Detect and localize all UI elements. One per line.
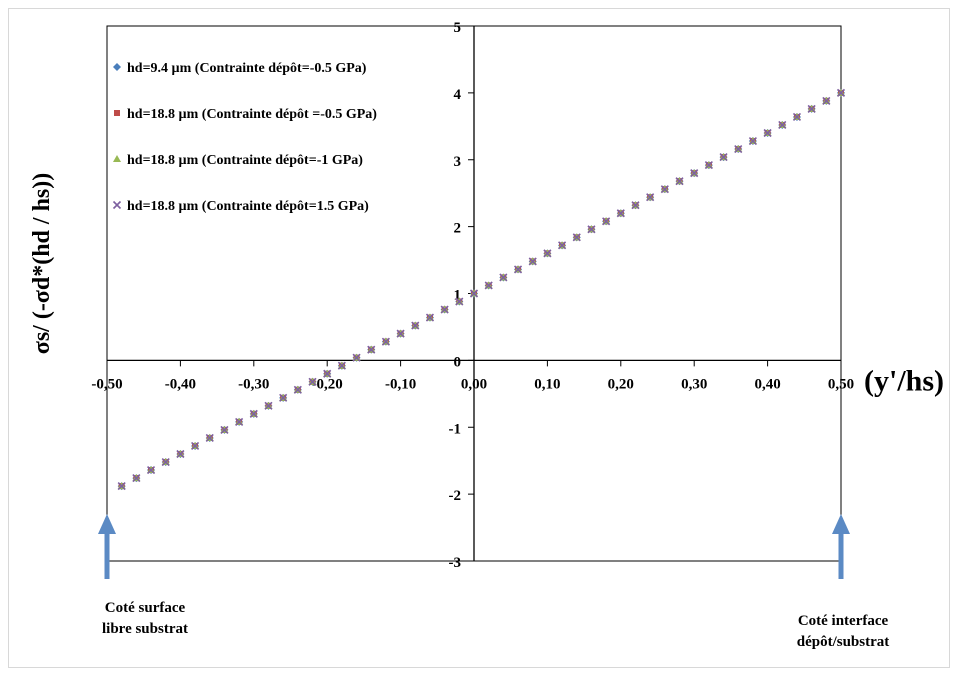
data-point xyxy=(543,249,552,258)
data-point xyxy=(381,337,390,346)
data-point xyxy=(264,401,273,410)
legend: hd=9.4 µm (Contrainte dépôt=-0.5 GPa) hd=… xyxy=(112,61,377,214)
annotation-text: Coté interface xyxy=(798,613,889,629)
data-point xyxy=(469,289,479,298)
data-point xyxy=(660,185,669,194)
data-point xyxy=(337,361,346,370)
data-point xyxy=(558,241,567,250)
y-tick-label: -2 xyxy=(449,488,462,504)
x-tick-labels: -0,50 -0,40 -0,30 -0,20 -0,10 0,00 0,10 0,20 0,3… xyxy=(91,376,854,392)
y-tick-labels: -3 -2 -1 0 1 2 3 4 5 xyxy=(449,20,462,571)
x-axis-title: (y'/hs) xyxy=(864,364,944,397)
data-point xyxy=(763,128,772,138)
data-point xyxy=(235,417,244,426)
arrow-head xyxy=(832,514,850,534)
x-tick-label: -0,20 xyxy=(312,376,343,392)
data-point xyxy=(323,369,332,378)
legend-marker xyxy=(112,200,122,210)
y-tick-label: 0 xyxy=(454,354,462,370)
x-tick-label: 0,40 xyxy=(754,376,780,392)
data-point xyxy=(308,377,317,386)
data-point xyxy=(411,321,420,330)
series-4 xyxy=(117,88,846,491)
y-tick-label: 5 xyxy=(454,20,462,36)
legend-entry: hd=18.8 µm (Contrainte dépôt=1.5 GPa) xyxy=(127,199,369,214)
data-point xyxy=(646,193,655,202)
data-point xyxy=(440,305,449,314)
data-point xyxy=(602,217,611,226)
data-point xyxy=(792,112,802,122)
annotation-interface: Coté interface dépôt/substrat xyxy=(797,514,890,650)
x-tick-label: -0,40 xyxy=(165,376,196,392)
y-tick-label: 2 xyxy=(454,221,462,237)
data-point xyxy=(513,265,523,274)
data-point xyxy=(807,104,816,113)
x-tick-label: -0,30 xyxy=(238,376,269,392)
data-point xyxy=(778,120,787,130)
y-tick-label: -3 xyxy=(449,555,462,571)
data-point xyxy=(279,393,288,402)
legend-entry: hd=18.8 µm (Contrainte dépôt =-0.5 GPa) xyxy=(127,107,377,122)
legend-marker xyxy=(114,110,120,116)
y-axis-title: σs/ (-σd*(hd / hs)) xyxy=(29,173,55,354)
x-tick-label: 0,30 xyxy=(681,376,707,392)
legend-entry: hd=18.8 µm (Contrainte dépôt=-1 GPa) xyxy=(127,153,363,168)
data-point xyxy=(293,385,302,394)
data-point xyxy=(734,144,743,154)
data-point xyxy=(484,281,493,290)
chart-frame: -0,50 -0,40 -0,30 -0,20 -0,10 0,00 0,10 0,20 0,3… xyxy=(8,8,950,668)
y-tick-label: 1 xyxy=(454,288,462,304)
data-point xyxy=(822,96,831,105)
data-point xyxy=(528,257,537,266)
data-point xyxy=(367,345,376,354)
annotation-text: Coté surface xyxy=(105,600,186,616)
x-tick-label: -0,10 xyxy=(385,376,416,392)
annotation-text: dépôt/substrat xyxy=(797,634,890,650)
data-point xyxy=(161,457,170,467)
data-point xyxy=(704,161,713,170)
y-tick-label: 3 xyxy=(454,154,462,170)
annotations: Coté surface libre substrat Coté interface… xyxy=(98,514,889,650)
data-point xyxy=(631,201,640,210)
y-tick-label: -1 xyxy=(449,421,462,437)
data-point xyxy=(836,88,846,97)
legend-marker xyxy=(113,63,121,71)
data-point xyxy=(117,482,126,491)
data-point xyxy=(455,297,464,306)
legend-marker xyxy=(113,155,121,162)
data-point xyxy=(249,409,258,418)
arrow-head xyxy=(98,514,116,534)
data-point xyxy=(425,313,435,322)
x-tick-label: 0,00 xyxy=(461,376,487,392)
annotation-free-surface: Coté surface libre substrat xyxy=(98,514,188,637)
data-point xyxy=(748,136,757,146)
data-point xyxy=(191,441,200,451)
data-point xyxy=(176,449,185,459)
data-point xyxy=(132,474,141,483)
data-point xyxy=(220,425,229,434)
data-point xyxy=(499,273,508,282)
data-point xyxy=(616,209,625,218)
data-points xyxy=(117,88,846,491)
y-tick-label: 4 xyxy=(454,87,462,103)
data-point xyxy=(352,353,361,362)
data-point xyxy=(690,169,699,178)
scatter-chart: -0,50 -0,40 -0,30 -0,20 -0,10 0,00 0,10 0,20 0,3… xyxy=(29,20,944,650)
x-tick-label: -0,50 xyxy=(91,376,122,392)
data-point xyxy=(396,329,405,338)
annotation-text: libre substrat xyxy=(102,621,188,637)
data-point xyxy=(675,177,684,186)
data-point xyxy=(146,465,156,475)
x-tick-label: 0,20 xyxy=(608,376,634,392)
data-point xyxy=(572,233,581,242)
legend-entry: hd=9.4 µm (Contrainte dépôt=-0.5 GPa) xyxy=(127,61,367,76)
data-point xyxy=(205,433,214,443)
data-point xyxy=(587,225,596,234)
x-tick-label: 0,50 xyxy=(828,376,854,392)
x-tick-label: 0,10 xyxy=(534,376,560,392)
data-point xyxy=(719,153,728,162)
